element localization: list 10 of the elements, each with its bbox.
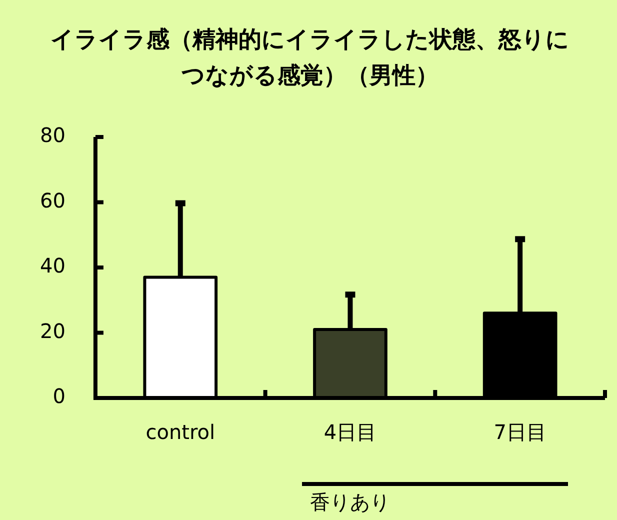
y-tick-label: 40 <box>40 254 66 278</box>
x-tick-label: 7日目 <box>494 420 546 444</box>
y-tick-label: 20 <box>40 318 66 343</box>
y-tick-label: 80 <box>40 123 66 148</box>
x-axis-title: 香りあり <box>310 490 390 514</box>
y-tick-label: 0 <box>52 384 66 408</box>
x-tick-label: control <box>146 420 216 444</box>
x-tick-label: 4日目 <box>324 420 377 444</box>
y-tick-label: 60 <box>40 188 66 212</box>
chart-title: イライラ感（精神的にイライラした状態、怒りにつながる感覚）（男性） <box>50 26 570 91</box>
